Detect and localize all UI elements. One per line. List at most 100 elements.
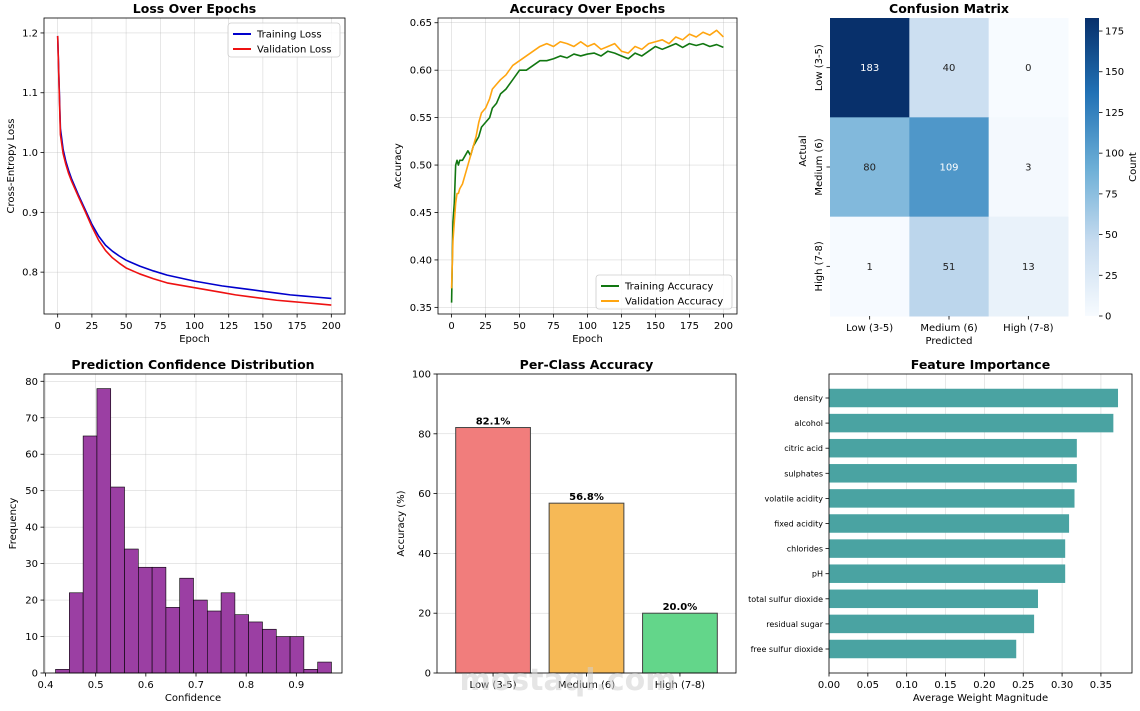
y-tick-label: pH [812,570,823,579]
feature-importance: 0.00 0.05 0.10 0.15 0.20 0.25 0.30 0.35 density a… [748,357,1133,704]
y-tick-label: 0.55 [410,113,432,124]
x-tick-label: 0.10 [896,680,918,691]
importance-bar [829,564,1066,583]
x-tick-label: 200 [714,321,733,332]
y-tick-label: 0.40 [410,255,432,266]
importance-bar [829,539,1066,558]
x-tick-label: 0.25 [1012,680,1034,691]
heatmap-cell-value: 80 [863,163,876,174]
y-tick-label: 20 [418,609,431,620]
y-tick-label: 1.2 [22,28,38,39]
bar-value-label: 20.0% [663,602,698,613]
histogram-bar [220,592,236,674]
histogram-bar [262,628,277,674]
legend-label: Validation Loss [257,45,332,56]
heatmap-cell [830,18,910,118]
importance-bar [829,489,1075,508]
accuracy-series-line [450,29,724,289]
chart-title: Feature Importance [911,357,1050,372]
watermark: mostaql.com [459,663,676,698]
y-tick-label: volatile acidity [765,494,824,503]
x-tick-label: 125 [219,321,238,332]
histogram-bar [179,577,194,674]
legend: Training Loss Validation Loss [227,22,341,58]
colorbar-tick-label: 50 [1105,230,1118,241]
x-axis-label: Epoch [572,334,603,345]
x-axis-label: Average Weight Magnitude [913,693,1048,704]
x-tick-label: 0.30 [1051,680,1073,691]
y-tick-label: 60 [418,489,431,500]
y-tick-label: 80 [25,377,38,388]
x-tick-label: 0 [448,321,454,332]
x-tick-label: 0.5 [88,680,104,691]
y-tick-label: 1.1 [22,88,38,99]
bar-value-label: 82.1% [476,417,511,428]
colorbar-tick-label: 75 [1105,189,1118,200]
axes-frame [43,17,346,315]
x-axis-label: Epoch [179,334,210,345]
x-tick-label: 0.05 [857,680,879,691]
y-tick-label: 1.0 [22,148,38,159]
importance-bar [829,464,1077,483]
heatmap-cell [988,117,1069,218]
histogram-bar [303,669,318,674]
x-tick-label: High (7-8) [655,680,705,691]
y-axis-label: Cross-Entropy Loss [6,119,17,214]
axes-frame [437,17,738,315]
heatmap-cell-value: 183 [860,63,879,74]
colorbar-tick-label: 125 [1105,108,1124,119]
y-tick-label: Medium (6) [814,138,825,195]
confusion-matrix: 183 40 0 80 109 3 1 51 13 Low (3-5) Low (3-5) Mediu… [798,1,1139,347]
heatmap-cell [988,216,1069,317]
confidence-histogram: 0.4 0.5 0.6 0.7 0.8 0.9 0 10 20 30 40 50 60 70 80 Predi… [8,357,343,704]
x-tick-label: 0.7 [188,680,204,691]
x-tick-label: 175 [680,321,699,332]
y-axis-label: Frequency [8,498,19,550]
heatmap-cell [909,216,990,317]
legend-label: Training Accuracy [624,282,713,293]
x-tick-label: Low (3-5) [470,680,517,691]
x-tick-label: 0.00 [818,680,840,691]
y-tick-label: 40 [418,549,431,560]
x-tick-label: 0.35 [1090,680,1112,691]
heatmap-cell-value: 13 [1022,262,1035,273]
y-tick-label: 0.65 [410,18,432,29]
histogram-bar [138,566,153,674]
y-tick-label: residual sugar [766,620,823,629]
colorbar-tick-label: 150 [1105,67,1124,78]
colorbar-tick-label: 100 [1105,149,1124,160]
chart-title: Confusion Matrix [889,1,1009,16]
heatmap-cell-value: 3 [1025,163,1031,174]
axes-frame [43,373,343,674]
histogram-bar [248,621,263,674]
x-tick-label: High (7-8) [1003,323,1053,334]
x-tick-label: 50 [120,321,133,332]
x-tick-label: 0 [54,321,60,332]
heatmap-cell [830,117,910,218]
y-tick-label: 20 [25,596,38,607]
chart-title: Per-Class Accuracy [520,357,654,372]
x-tick-label: 150 [646,321,665,332]
histogram-bar [289,636,305,674]
x-tick-label: 175 [288,321,307,332]
x-tick-label: Low (3-5) [846,323,893,334]
axes-frame [436,373,737,674]
x-tick-label: 100 [578,321,597,332]
y-tick-label: sulphates [784,469,823,478]
importance-bar [829,589,1038,609]
y-tick-label: density [794,394,824,403]
histogram-bar [151,566,167,674]
colorbar-tick-label: 0 [1105,312,1111,323]
chart-title: Loss Over Epochs [133,1,256,16]
chart-title: Accuracy Over Epochs [510,1,666,16]
loss-chart: 0 25 50 75 100 125 150 175 200 0.8 0.9 1.0 1.1 1.2 Tra… [6,1,346,345]
heatmap-cell-value: 51 [943,262,956,273]
histogram-bar [234,614,249,674]
x-tick-label: 125 [612,321,631,332]
colorbar-tick-label: 25 [1105,271,1118,282]
y-axis-label: Accuracy (%) [396,490,407,556]
y-tick-label: 0.9 [22,208,38,219]
y-tick-label: alcohol [794,419,823,428]
histogram-bar [110,486,125,674]
histogram-bar [69,592,84,674]
